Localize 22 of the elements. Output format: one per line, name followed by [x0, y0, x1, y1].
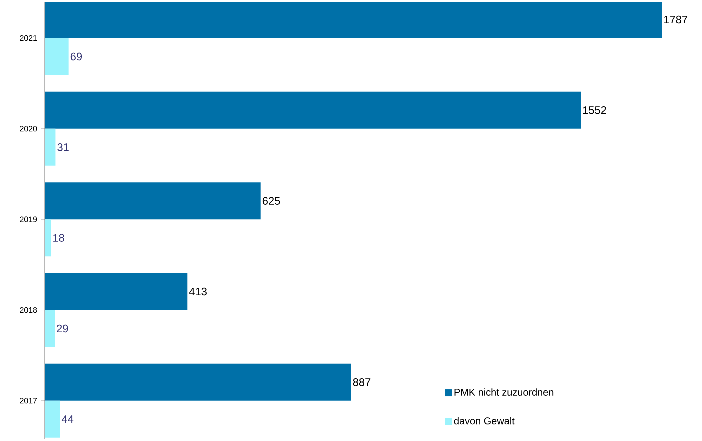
- bar: [45, 220, 52, 257]
- bar: [45, 92, 582, 129]
- data-label: 1552: [583, 106, 606, 114]
- bar: [45, 310, 56, 348]
- data-label: 413: [189, 288, 207, 296]
- data-label: 29: [57, 324, 68, 333]
- data-label: 625: [262, 197, 280, 205]
- bar: [45, 182, 261, 220]
- bar: [45, 128, 56, 166]
- bar: [45, 38, 69, 76]
- legend-label: davon Gewalt: [454, 417, 515, 425]
- data-label: 44: [62, 416, 74, 424]
- data-label: 69: [70, 52, 82, 61]
- data-label: 31: [58, 144, 69, 152]
- bar: [45, 364, 352, 401]
- data-label: 18: [54, 234, 64, 242]
- data-label: 1787: [664, 16, 688, 24]
- bar: [45, 273, 188, 310]
- bar: [45, 400, 60, 438]
- data-label: 887: [353, 378, 371, 386]
- legend-label: PMK nicht zuzuordnen: [454, 388, 554, 396]
- bar: [45, 2, 662, 38]
